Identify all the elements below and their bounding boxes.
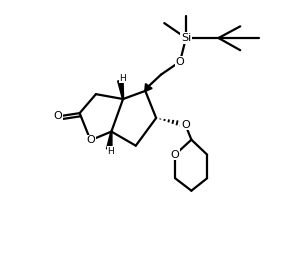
Text: O: O <box>171 150 179 160</box>
Polygon shape <box>118 80 124 99</box>
Text: O: O <box>54 112 62 121</box>
Polygon shape <box>107 132 112 150</box>
Text: H: H <box>119 74 126 83</box>
Text: Si: Si <box>181 33 191 43</box>
Text: O: O <box>176 57 184 67</box>
Text: H: H <box>107 147 114 156</box>
Polygon shape <box>145 84 152 91</box>
Text: O: O <box>181 120 190 130</box>
Text: O: O <box>86 135 95 145</box>
